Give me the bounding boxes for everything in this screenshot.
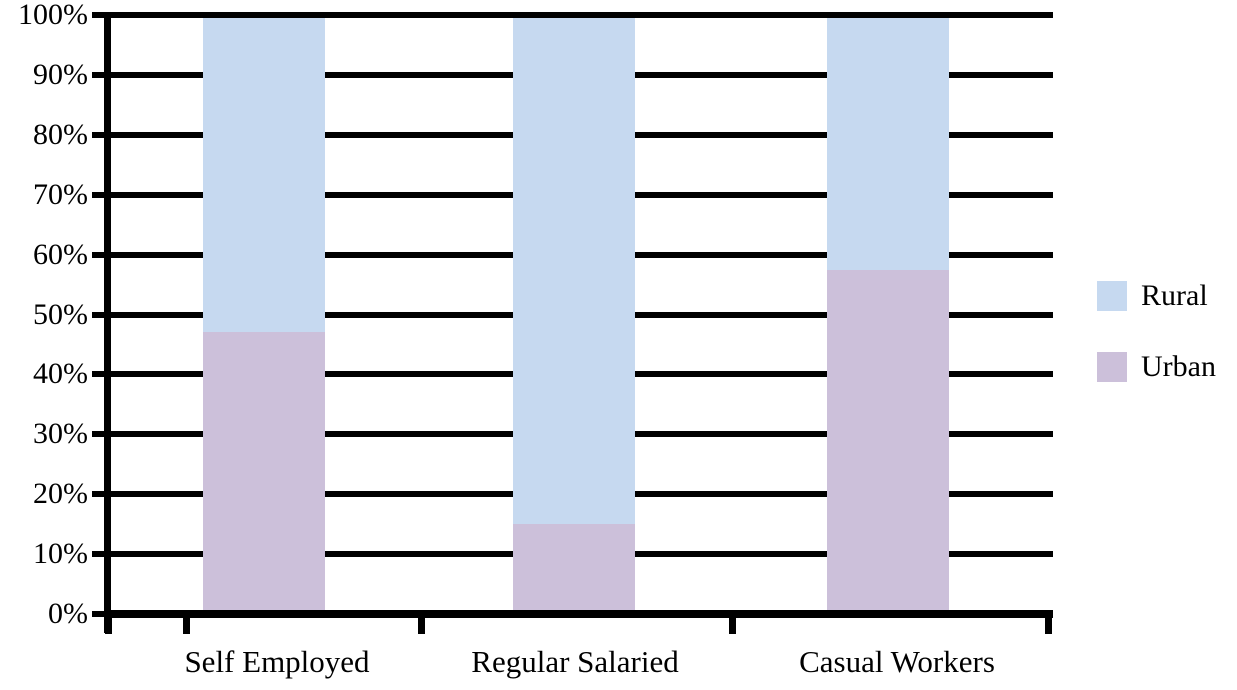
x-axis-tick [418,616,425,634]
y-axis-label: 10% [33,537,88,570]
x-axis-line [104,610,1053,618]
y-axis-label: 30% [33,417,88,450]
x-axis-label: Regular Salaried [471,644,679,679]
gridline [92,12,1053,18]
x-axis-label: Self Employed [184,644,370,679]
bar-segment-urban [827,270,949,610]
x-axis-tick [105,616,112,634]
y-axis-label: 20% [33,477,88,510]
bar-segment-urban [203,332,325,610]
y-axis-label: 40% [33,357,88,390]
y-axis-line [104,12,111,633]
legend-swatch-urban [1097,352,1127,382]
bar-segment-rural [827,18,949,270]
x-axis-tick [1045,616,1052,634]
bar-segment-urban [513,524,635,610]
x-axis-tick [183,616,190,634]
y-axis-label: 100% [18,0,88,31]
y-axis-label: 0% [48,597,88,630]
bar-segment-rural [513,18,635,524]
y-axis-label: 60% [33,238,88,271]
legend-label-rural: Rural [1141,279,1208,312]
y-axis-label: 90% [33,58,88,91]
y-axis-label: 70% [33,178,88,211]
x-axis-tick [729,616,736,634]
y-axis-label: 80% [33,118,88,151]
bar-segment-rural [203,18,325,332]
legend-swatch-rural [1097,281,1127,311]
y-axis-label: 50% [33,298,88,331]
x-axis-label: Casual Workers [799,644,995,679]
legend-label-urban: Urban [1141,350,1216,383]
